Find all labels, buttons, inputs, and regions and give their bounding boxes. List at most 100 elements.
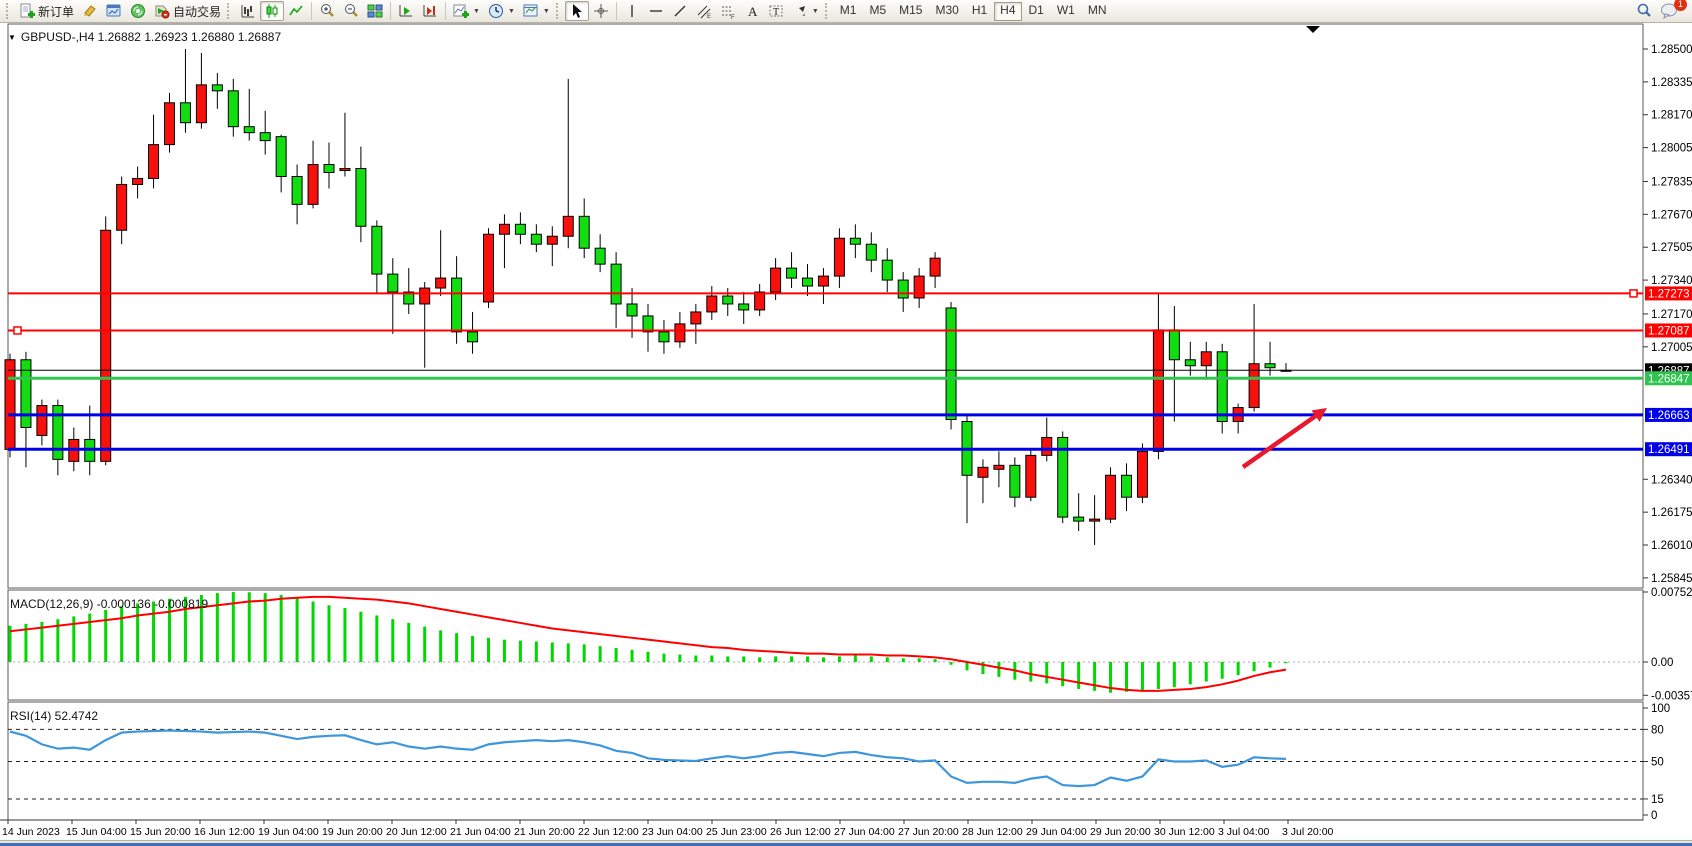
candle-body	[770, 267, 782, 293]
time-axis-label: 27 Jun 04:00	[834, 826, 895, 838]
price-line-label	[1645, 407, 1692, 422]
time-axis-label: 21 Jun 20:00	[514, 826, 575, 838]
cursor-button[interactable]	[564, 1, 589, 21]
horizontal-line-button[interactable]	[644, 1, 668, 21]
chart-shift-marker[interactable]	[1306, 26, 1320, 33]
toolbar-grip[interactable]	[555, 3, 563, 19]
candle-body	[1248, 363, 1260, 409]
dropdown-caret: ▼	[473, 7, 480, 15]
signals-icon	[130, 3, 146, 19]
line-selection-handle[interactable]	[1629, 289, 1638, 298]
bar-chart-button[interactable]	[236, 1, 260, 21]
auto-scroll-button[interactable]	[394, 1, 418, 21]
text-label-button[interactable]: T	[764, 1, 788, 21]
timeframe-button-M5[interactable]: M5	[869, 2, 887, 17]
timeframe-button-D1[interactable]: D1	[1028, 2, 1044, 17]
toolbar-grip[interactable]	[824, 3, 832, 19]
crosshair-button[interactable]	[589, 1, 613, 21]
candle-body	[817, 275, 829, 287]
arrows-button[interactable]: ▼	[788, 1, 823, 21]
time-axis-label: 21 Jun 04:00	[450, 826, 511, 838]
vertical-line-button[interactable]	[620, 1, 644, 21]
trend-arrow-annotation[interactable]	[1241, 414, 1317, 469]
fibonacci-button[interactable]: F	[716, 1, 740, 21]
time-axis-label: 16 Jun 12:00	[194, 826, 255, 838]
line-chart-button[interactable]	[284, 1, 308, 21]
time-axis-label: 3 Jul 20:00	[1282, 826, 1334, 838]
indicators-button[interactable]: ▼	[449, 1, 484, 21]
candle-body	[164, 102, 175, 146]
line-selection-handle[interactable]	[13, 326, 22, 335]
candle-body	[403, 291, 415, 305]
candle-body	[929, 257, 941, 277]
auto-trading-button[interactable]: 自动交易	[150, 1, 225, 21]
time-axis-label: 29 Jun 04:00	[1026, 826, 1087, 838]
style-button[interactable]	[78, 1, 102, 21]
chat-button[interactable]: 1	[1656, 0, 1687, 21]
rsi-axis-tick-label: 50	[1651, 757, 1664, 769]
bar-chart-icon	[240, 3, 256, 19]
candle-body	[881, 259, 893, 281]
timeframe-button-M15[interactable]: M15	[899, 2, 923, 17]
chart-panel[interactable]	[7, 589, 1644, 701]
candle-body	[1152, 329, 1164, 452]
chat-icon	[1660, 3, 1678, 19]
time-axis-label: 25 Jun 23:00	[706, 826, 767, 838]
zoom-in-button[interactable]	[315, 1, 339, 21]
timeframe-button-H1[interactable]: H1	[971, 2, 988, 17]
market-watch-button[interactable]	[102, 1, 126, 21]
notification-badge[interactable]: 1	[1674, 0, 1687, 11]
toolbar: 新订单 自动交易	[0, 0, 1692, 23]
dropdown-caret: ▼	[811, 7, 819, 15]
chart-panel[interactable]	[7, 23, 1644, 589]
one-click-trading-collapse-icon[interactable]: ▼	[8, 32, 16, 42]
signals-button[interactable]	[126, 1, 150, 21]
text-button[interactable]: A	[740, 1, 764, 21]
timeframe-button-W1[interactable]: W1	[1056, 2, 1075, 17]
tile-windows-button[interactable]	[363, 1, 387, 21]
templates-button[interactable]: ▼	[519, 1, 554, 21]
svg-text:T: T	[773, 7, 779, 18]
timeframe-button-MN[interactable]: MN	[1087, 2, 1107, 17]
market-watch-icon	[106, 3, 122, 19]
crosshair-icon	[593, 3, 609, 19]
channel-button[interactable]: E	[692, 1, 716, 21]
candlestick-chart-button[interactable]	[260, 1, 285, 21]
macd-signal-line	[9, 595, 1287, 692]
candle-body	[594, 247, 606, 265]
trendline-button[interactable]	[668, 1, 692, 21]
macd-axis-tick-label: -0.003577	[1651, 690, 1692, 702]
zoom-out-icon	[343, 3, 359, 19]
toolbar-grip[interactable]	[227, 3, 234, 19]
timeframe-button-M1[interactable]: M1	[839, 2, 857, 17]
candle-body	[20, 359, 32, 428]
timeframe-button-M30[interactable]: M30	[935, 2, 959, 17]
auto-trading-icon	[154, 3, 170, 19]
arrows-icon	[792, 3, 808, 19]
macd-indicator-label: MACD(12,26,9) -0.000136 -0.000819	[10, 597, 209, 611]
price-axis-tick-label: 1.27340	[1651, 275, 1692, 287]
periods-button[interactable]: ▼	[484, 1, 519, 21]
candle-body	[738, 303, 750, 311]
candle-body	[514, 223, 526, 235]
text-icon: A	[744, 3, 760, 19]
candle-body	[36, 405, 48, 436]
toolbar-grip[interactable]	[6, 3, 13, 19]
candle-body	[211, 84, 223, 92]
candle-body	[897, 279, 909, 299]
price-line-label-text: 1.27273	[1648, 288, 1690, 300]
time-axis-label: 15 Jun 20:00	[130, 826, 191, 838]
candle-body	[754, 291, 766, 311]
timeframe-button-H4[interactable]: H4	[994, 1, 1022, 21]
price-axis-tick-label: 1.27670	[1651, 209, 1692, 221]
auto-scroll-icon	[398, 3, 414, 19]
search-button[interactable]	[1632, 1, 1656, 21]
time-axis-label: 29 Jun 20:00	[1090, 826, 1151, 838]
chart-title[interactable]: ▼ GBPUSD-,H4 1.26882 1.26923 1.26880 1.2…	[8, 30, 281, 44]
new-order-button[interactable]: 新订单	[15, 1, 78, 21]
chart-shift-button[interactable]	[418, 1, 442, 21]
zoom-out-button[interactable]	[339, 1, 363, 21]
chart-canvas[interactable]: 1.28500 1.28335 1.28170 1.28005 1.27835 1.276…	[0, 23, 1692, 846]
cursor-icon	[569, 3, 585, 19]
candle-body	[562, 215, 574, 237]
